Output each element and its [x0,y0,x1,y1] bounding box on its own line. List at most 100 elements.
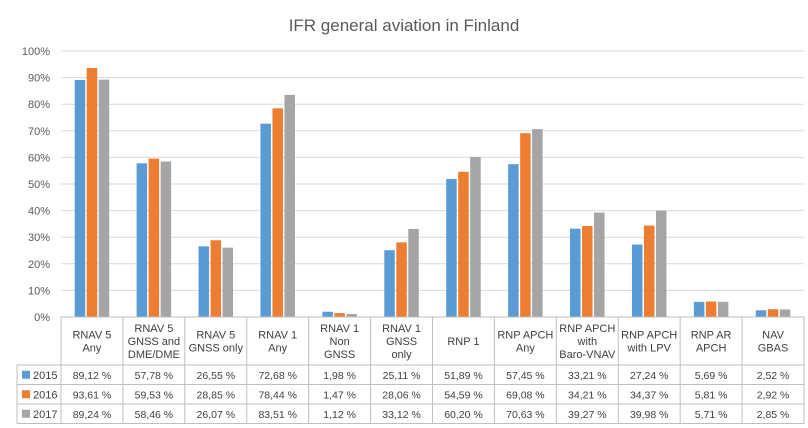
category-label: RNAV 1 GNSS only [382,323,421,361]
data-label: 33,21 % [568,370,607,382]
data-label: 69,08 % [506,389,545,401]
gridlines [61,50,804,318]
category-label-line: Any [268,343,287,355]
category-label-line: RNP APCH [559,323,615,335]
category-label-line: GNSS [386,336,417,348]
category-label: NAV GBAS [758,330,789,355]
category-label-line: RNP 1 [447,336,479,348]
bar-2017 [717,301,729,317]
data-label: 5,81 % [695,389,728,401]
y-tick-label: 10% [28,285,50,297]
bar-2016 [396,242,407,317]
bar-2015 [260,123,271,317]
category-label: RNP APCH with Baro-VNAV [559,323,616,361]
category-label: RNAV 5 GNSS only [189,330,244,355]
category-label: RNP APCH Any [497,330,553,355]
y-tick-label: 30% [28,232,50,244]
bar-2017 [408,228,419,317]
category-label: RNAV 1 Any [258,330,297,355]
bar-2015 [198,246,210,317]
bar-2017 [470,156,481,317]
bar-2016 [520,133,531,317]
data-label: 39,98 % [630,409,669,421]
data-label: 93,61 % [73,389,112,401]
data-label: 57,78 % [135,370,174,382]
bar-2017 [160,161,172,317]
data-label: 1,47 % [323,389,356,401]
bar-2016 [272,108,283,317]
bar-2015 [322,311,333,317]
category-label-line: APCH [696,343,727,355]
bar-2015 [631,244,643,317]
bar-2016 [705,301,717,317]
bar-2015 [693,301,705,317]
y-axis-ticks: 0% 10% 20% 30% 40% 50% 60% 70% 80% 90% 100% [22,46,50,324]
data-label: 27,24 % [630,370,669,382]
category-label-line: Non [330,336,350,348]
category-label: RNAV 5 GNSS and DME/DME [128,323,181,361]
category-label-line: GNSS only [189,343,244,355]
legend-key-2016 [22,390,30,399]
data-label: 39,27 % [568,409,607,421]
data-label: 34,37 % [630,389,669,401]
bar-2017 [779,309,791,317]
category-label: RNAV 5 Any [72,330,111,355]
bar-2015 [136,163,148,317]
data-label: 28,85 % [197,389,236,401]
legend-label-2017: 2017 [33,409,57,421]
y-tick-label: 100% [22,46,50,58]
bar-2016 [86,67,98,317]
category-label-line: with LPV [626,343,671,355]
legend-label-2015: 2015 [33,370,57,382]
category-label: RNP 1 [447,336,479,348]
bar-2017 [346,314,357,317]
category-label: RNP APCH with LPV [621,330,677,355]
bar-2015 [384,250,395,317]
y-tick-label: 40% [28,206,50,218]
bar-2016 [334,313,345,317]
chart-title: IFR general aviation in Finland [289,16,520,35]
data-label: 59,53 % [135,389,174,401]
data-label: 58,46 % [135,409,174,421]
legend-key-2015 [22,370,30,379]
category-label-line: RNAV 1 [258,330,297,342]
category-label-line: NAV [762,330,784,342]
data-label: 54,59 % [444,389,483,401]
data-label: 28,06 % [382,389,421,401]
category-label-line: Any [516,343,535,355]
bars [74,67,791,318]
data-label: 34,21 % [568,389,607,401]
category-label-line: RNAV 5 [196,330,235,342]
category-label-line: GNSS [324,349,355,361]
data-label: 89,12 % [73,370,112,382]
data-label: 33,12 % [382,409,421,421]
data-label: 26,07 % [197,409,236,421]
category-label: RNP AR APCH [691,330,732,355]
data-label: 72,68 % [258,370,297,382]
legend-label-2016: 2016 [33,389,57,401]
bar-2017 [98,79,110,317]
category-label-line: RNAV 1 [382,323,421,335]
data-label: 70,63 % [506,409,545,421]
y-tick-label: 50% [28,179,50,191]
data-label: 2,52 % [757,370,790,382]
bar-2017 [284,94,295,317]
bar-2016 [148,158,160,317]
legend-key-2017 [22,409,30,418]
category-label-line: RNP APCH [497,330,553,342]
bar-2016 [767,309,779,317]
category-label-line: GBAS [758,343,789,355]
data-label: 2,85 % [757,409,790,421]
bar-2017 [655,210,667,317]
data-label: 1,98 % [323,370,356,382]
data-label: 25,11 % [383,370,421,382]
bar-2015 [570,228,581,317]
data-label: 5,71 % [695,409,728,421]
y-tick-label: 80% [28,99,50,111]
category-label-line: RNP AR [691,330,732,342]
y-tick-label: 70% [28,126,50,138]
bar-2016 [458,171,469,317]
bar-2015 [755,310,767,317]
